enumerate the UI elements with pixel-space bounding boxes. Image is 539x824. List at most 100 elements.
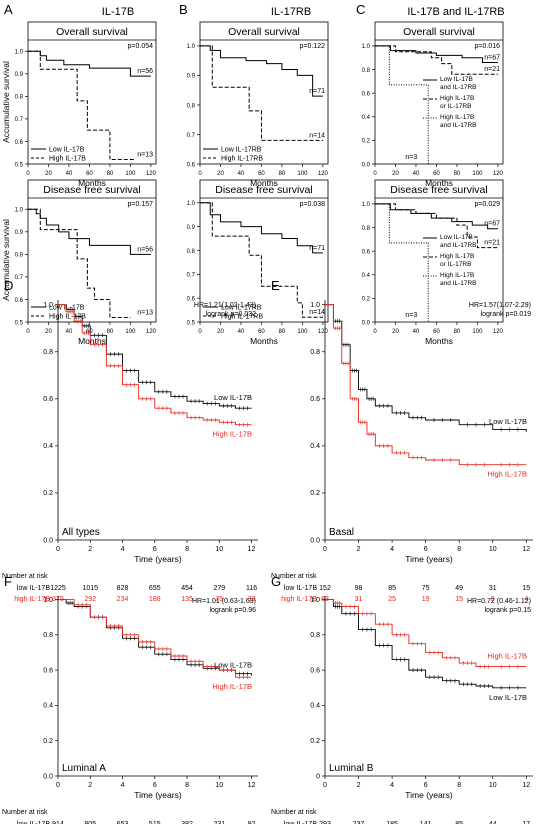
risk-value: 454 xyxy=(181,585,193,592)
risk-value: 152 xyxy=(319,585,331,592)
x-tick-label: 100 xyxy=(472,171,483,177)
y-tick-label: 0.6 xyxy=(362,249,371,255)
risk-value: 805 xyxy=(84,821,96,824)
survival-curve-2 xyxy=(28,208,131,318)
x-tick-label: 120 xyxy=(318,329,329,335)
panel-letter-B: B xyxy=(179,2,188,17)
y-tick-label: 1.0 xyxy=(15,50,24,56)
x-tick-label: 0 xyxy=(26,171,30,177)
column-header: IL-17B and IL-17RB xyxy=(407,6,504,18)
chart-A2: Disease free survival 0 20 40 60 80 100 120 0.5 0… xyxy=(1,179,157,346)
risk-row-label: low IL-17B xyxy=(284,585,317,592)
risk-value: 49 xyxy=(455,585,463,592)
x-tick-label: 120 xyxy=(146,329,157,335)
panel-letter-E: E xyxy=(271,278,280,293)
hr-stats: HR=0.72 (0.46-1.12) xyxy=(467,598,531,605)
plot-frame xyxy=(199,21,329,165)
legend-label: High IL-17B xyxy=(440,114,474,121)
risk-value: 914 xyxy=(52,821,64,824)
legend-label: Low IL-17RB xyxy=(221,305,262,312)
y-tick-label: 0.2 xyxy=(310,738,320,745)
legend-label: High IL-17RB xyxy=(221,156,263,163)
p-value: p=0.038 xyxy=(300,201,326,208)
column-header: IL-17B xyxy=(102,6,134,18)
x-tick-label: 0 xyxy=(198,171,202,177)
p-value: p=0.122 xyxy=(300,43,326,50)
n-label: n=13 xyxy=(137,309,153,316)
risk-value: 1015 xyxy=(82,585,98,592)
y-axis-label: Accumulative survival xyxy=(1,219,11,301)
risk-value: 135 xyxy=(181,596,193,603)
x-tick-label: 100 xyxy=(297,329,308,335)
y-tick-label: 0.2 xyxy=(362,139,371,145)
y-tick-label: 0.8 xyxy=(362,226,371,232)
y-tick-label: 0.8 xyxy=(43,632,53,639)
y-tick-label: 0.6 xyxy=(43,667,53,674)
risk-value: 15 xyxy=(522,585,530,592)
p-value: p=0.157 xyxy=(128,201,154,208)
series-label: Low IL-17B xyxy=(214,393,252,402)
x-tick-label: 4 xyxy=(390,546,394,553)
survival-curve-2 xyxy=(325,304,527,466)
survival-curve-2 xyxy=(375,203,498,249)
survival-curve-2 xyxy=(28,50,136,160)
y-tick-label: 0.9 xyxy=(187,225,196,231)
x-tick-label: 8 xyxy=(185,782,189,789)
chart-title: Overall survival xyxy=(228,26,300,38)
x-axis-label: Months xyxy=(78,178,106,188)
risk-value: 17 xyxy=(522,821,530,824)
x-tick-label: 100 xyxy=(472,329,483,335)
legend-label: and IL-17RB xyxy=(440,84,477,91)
risk-title: Number at risk xyxy=(271,573,317,580)
n-label: n=71 xyxy=(309,88,325,95)
n-label: n=13 xyxy=(137,151,153,158)
risk-value: 234 xyxy=(117,596,129,603)
subtype-label: Luminal A xyxy=(62,763,106,774)
x-tick-label: 80 xyxy=(107,329,114,335)
risk-value: 828 xyxy=(117,585,129,592)
y-axis-label: Accumulative survival xyxy=(1,61,11,143)
x-tick-label: 0 xyxy=(323,546,327,553)
legend-label: High IL-17B xyxy=(440,95,474,102)
risk-value: 75 xyxy=(215,596,223,603)
risk-value: 44 xyxy=(489,821,497,824)
survival-curve-2 xyxy=(325,599,527,668)
risk-row-label: high IL-17B xyxy=(14,596,50,603)
legend-label: Low IL-17B xyxy=(440,234,473,241)
survival-curve-1 xyxy=(28,50,151,77)
risk-value: 85 xyxy=(388,585,396,592)
x-tick-label: 60 xyxy=(86,171,93,177)
plot-frame xyxy=(27,21,157,165)
x-tick-label: 80 xyxy=(279,329,286,335)
hr-stats: logrank p=0.15 xyxy=(484,607,531,614)
subtype-label: Basal xyxy=(329,527,354,538)
y-tick-label: 0.9 xyxy=(187,74,196,80)
y-tick-label: 1.0 xyxy=(362,202,371,208)
y-tick-label: 0.4 xyxy=(362,115,371,121)
y-tick-label: 0.5 xyxy=(187,320,196,326)
survival-curve-1 xyxy=(28,208,151,255)
series-label: Low IL-17B xyxy=(214,660,252,669)
x-tick-label: 60 xyxy=(86,329,93,335)
risk-value: 515 xyxy=(149,821,161,824)
y-tick-label: 0.0 xyxy=(362,320,371,326)
y-tick-label: 0.5 xyxy=(15,320,24,326)
risk-value: 31 xyxy=(355,596,363,603)
chart-F: 0 2 4 6 8 10 12 0.0 0.2 0.4 0.6 0.8 1.0 Time (years) H… xyxy=(2,596,258,824)
hr-stats: HR=1.01 (0.63-1.63) xyxy=(192,598,256,605)
y-tick-label: 1.0 xyxy=(362,44,371,50)
legend-label: High IL-17B xyxy=(440,253,474,260)
x-tick-label: 0 xyxy=(323,782,327,789)
y-tick-label: 0.2 xyxy=(362,297,371,303)
x-tick-label: 20 xyxy=(392,329,399,335)
risk-value: 75 xyxy=(422,585,430,592)
x-tick-label: 0 xyxy=(26,329,30,335)
legend-label: and IL-17RB xyxy=(440,122,477,129)
y-tick-label: 0.6 xyxy=(15,298,24,304)
hr-stats: HR=1.21(1.02-1.43) xyxy=(194,302,256,309)
survival-curve-2 xyxy=(58,304,252,426)
risk-row-label: low IL-17B xyxy=(17,585,50,592)
y-tick-label: 0.7 xyxy=(15,275,24,281)
y-tick-label: 0.9 xyxy=(15,72,24,78)
